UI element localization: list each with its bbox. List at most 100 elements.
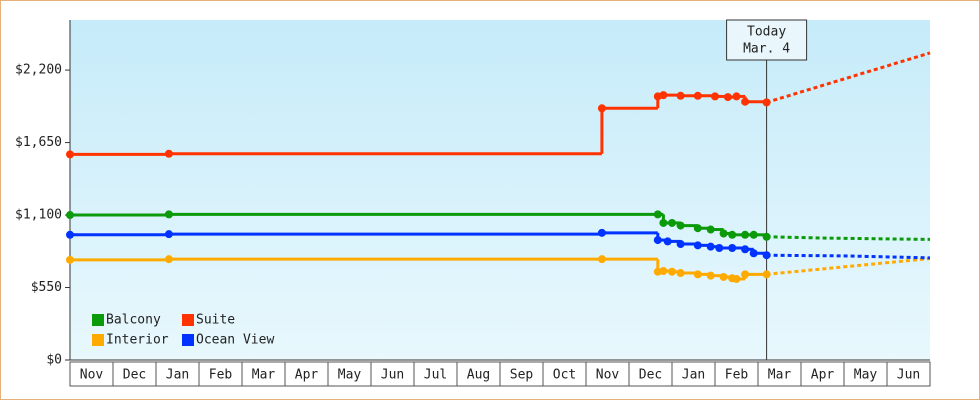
x-tick-label: Dec xyxy=(639,368,662,383)
price-point xyxy=(597,104,606,113)
price-point xyxy=(653,236,662,245)
price-point xyxy=(676,221,685,230)
legend-swatch xyxy=(182,314,194,326)
price-point xyxy=(741,230,750,239)
price-point xyxy=(164,230,173,239)
price-point xyxy=(66,211,74,220)
price-point xyxy=(749,249,758,258)
month-cell xyxy=(886,361,931,387)
x-tick-label: Apr xyxy=(295,368,319,383)
price-point xyxy=(693,241,702,250)
month-cell xyxy=(198,361,243,387)
price-point xyxy=(732,274,741,283)
price-point xyxy=(659,91,668,100)
price-point xyxy=(728,230,737,239)
x-tick-label: Feb xyxy=(209,368,233,383)
price-point xyxy=(693,270,702,279)
legend-label: Balcony xyxy=(106,313,161,328)
legend-swatch xyxy=(92,314,104,326)
x-tick-label: Sep xyxy=(510,368,534,383)
x-tick-label: May xyxy=(854,368,878,383)
month-cell xyxy=(843,361,888,387)
price-point xyxy=(762,270,771,279)
price-point xyxy=(723,93,732,102)
price-point xyxy=(741,245,750,254)
price-point xyxy=(711,92,719,101)
month-cell xyxy=(69,361,114,387)
month-cell xyxy=(241,361,286,387)
y-tick-label: $550 xyxy=(31,280,62,295)
price-point xyxy=(749,230,758,239)
x-tick-label: Nov xyxy=(596,368,620,383)
price-point xyxy=(706,225,715,234)
price-point xyxy=(719,272,728,281)
legend-label: Suite xyxy=(196,313,235,328)
y-tick-label: $1,100 xyxy=(15,208,62,223)
y-tick-label: $2,200 xyxy=(15,63,62,78)
price-point xyxy=(653,210,662,219)
month-cell xyxy=(456,361,501,387)
month-cell xyxy=(155,361,200,387)
price-point xyxy=(164,210,173,219)
legend-label: Ocean View xyxy=(196,333,274,348)
x-tick-label: May xyxy=(338,368,362,383)
x-tick-label: Mar xyxy=(768,368,792,383)
price-point xyxy=(728,243,737,252)
x-tick-label: Nov xyxy=(80,368,104,383)
x-tick-label: Aug xyxy=(467,368,490,383)
price-point xyxy=(693,91,702,100)
projection-line xyxy=(766,253,931,260)
projection-line xyxy=(766,235,931,241)
price-point xyxy=(659,267,668,276)
price-point xyxy=(668,218,676,227)
price-point xyxy=(706,271,715,280)
month-cell xyxy=(542,361,587,387)
price-point xyxy=(164,149,173,158)
x-tick-label: Jun xyxy=(897,368,920,383)
price-point xyxy=(66,150,74,159)
x-tick-label: Oct xyxy=(553,368,576,383)
price-point xyxy=(676,240,685,249)
price-point xyxy=(741,97,750,106)
price-point xyxy=(706,242,715,251)
x-tick-label: Jun xyxy=(381,368,404,383)
month-cell xyxy=(112,361,157,387)
price-point xyxy=(66,255,74,264)
y-tick-label: $0 xyxy=(46,353,62,368)
price-point xyxy=(715,243,724,252)
x-tick-label: Jan xyxy=(166,368,189,383)
month-cell xyxy=(585,361,630,387)
month-cell xyxy=(671,361,716,387)
x-tick-label: Jul xyxy=(424,368,447,383)
legend-swatch xyxy=(182,334,194,346)
x-tick-label: Apr xyxy=(811,368,835,383)
price-point xyxy=(762,98,771,107)
legend-swatch xyxy=(92,334,104,346)
price-point xyxy=(693,224,702,233)
price-point xyxy=(164,255,173,264)
plot-area xyxy=(70,20,930,360)
price-point xyxy=(663,237,672,246)
x-tick-label: Feb xyxy=(725,368,749,383)
x-tick-label: Mar xyxy=(252,368,276,383)
price-point xyxy=(597,255,606,264)
today-date: Mar. 4 xyxy=(743,42,790,57)
price-point xyxy=(659,218,668,227)
price-point xyxy=(732,92,741,101)
price-point xyxy=(668,267,676,276)
y-tick-label: $1,650 xyxy=(15,135,62,150)
price-point xyxy=(762,251,771,260)
price-point xyxy=(719,229,728,238)
price-point xyxy=(676,91,685,100)
x-tick-label: Jan xyxy=(682,368,705,383)
projection-line xyxy=(766,51,931,104)
month-cell xyxy=(370,361,415,387)
price-point xyxy=(597,228,606,237)
price-point xyxy=(676,269,685,278)
today-box xyxy=(726,19,808,61)
price-point xyxy=(66,230,74,239)
legend-label: Interior xyxy=(106,333,169,348)
price-point xyxy=(762,232,771,241)
price-point xyxy=(741,270,750,279)
